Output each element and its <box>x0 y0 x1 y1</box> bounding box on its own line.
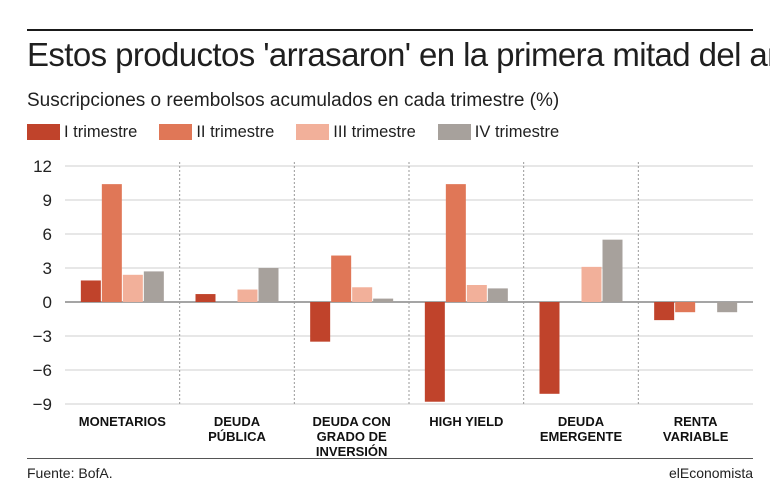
legend-item-q4: IV trimestre <box>437 122 560 142</box>
category-label: MONETARIOS <box>79 414 166 429</box>
bar-1-3 <box>310 302 331 342</box>
y-tick-label: −3 <box>33 327 52 346</box>
legend-item-q2: II trimestre <box>159 123 274 142</box>
bar-3-1 <box>122 274 143 302</box>
y-tick-label: 3 <box>43 259 52 278</box>
category-label: RENTA <box>674 414 718 429</box>
category-label: HIGH YIELD <box>429 414 503 429</box>
bar-3-5 <box>581 266 602 302</box>
y-tick-label: 9 <box>43 191 52 210</box>
legend-item-q1: I trimestre <box>27 123 137 142</box>
bar-3-2 <box>237 289 258 302</box>
bar-1-6 <box>654 302 675 321</box>
bar-3-4 <box>466 285 487 302</box>
category-label: GRADO DE <box>317 429 387 444</box>
bar-1-1 <box>80 280 101 302</box>
bar-4-1 <box>143 271 164 302</box>
category-label: DEUDA <box>558 414 605 429</box>
category-label: PÚBLICA <box>208 429 266 444</box>
chart-title: Estos productos 'arrasaron' en la primer… <box>27 36 770 73</box>
bar-4-5 <box>602 239 623 302</box>
bar-2-6 <box>675 302 696 313</box>
legend-item-q3: III trimestre <box>296 123 416 142</box>
y-tick-label: 6 <box>43 225 52 244</box>
legend-swatch-q4 <box>437 124 471 140</box>
legend-swatch-q1 <box>27 124 60 140</box>
chart-subtitle: Suscripciones o reembolsos acumulados en… <box>27 90 560 111</box>
category-label: EMERGENTE <box>540 429 623 444</box>
legend-label-q4: IV trimestre <box>474 122 560 141</box>
legend-label-q2: II trimestre <box>196 122 275 141</box>
bar-4-4 <box>487 288 508 302</box>
bar-2-3 <box>331 255 352 302</box>
bar-3-3 <box>352 287 373 302</box>
bar-4-3 <box>373 298 394 302</box>
legend-swatch-q2 <box>159 124 193 140</box>
bar-4-6 <box>717 302 738 313</box>
y-tick-label: 12 <box>33 157 52 176</box>
bar-2-4 <box>445 184 466 302</box>
source-note: Fuente: BofA. <box>27 465 113 481</box>
bottom-rule <box>27 458 753 459</box>
bar-4-2 <box>258 268 279 302</box>
y-tick-label: −9 <box>33 395 52 414</box>
top-rule <box>27 29 753 31</box>
legend-swatch-q3 <box>296 124 330 140</box>
legend-label-q1: I trimestre <box>64 122 138 141</box>
legend: I trimestre II trimestre III trimestre I… <box>27 121 581 143</box>
category-label: INVERSIÓN <box>316 444 388 456</box>
y-tick-label: −6 <box>33 361 52 380</box>
category-label: VARIABLE <box>663 429 729 444</box>
legend-label-q3: III trimestre <box>333 122 416 141</box>
bar-1-4 <box>424 302 445 402</box>
bar-1-5 <box>539 302 560 394</box>
category-label: DEUDA CON <box>313 414 391 429</box>
y-tick-label: 0 <box>43 293 52 312</box>
category-label: DEUDA <box>214 414 261 429</box>
brand-logo-text: elEconomista <box>668 465 753 481</box>
bar-1-2 <box>195 294 216 302</box>
bar-2-1 <box>101 184 122 302</box>
